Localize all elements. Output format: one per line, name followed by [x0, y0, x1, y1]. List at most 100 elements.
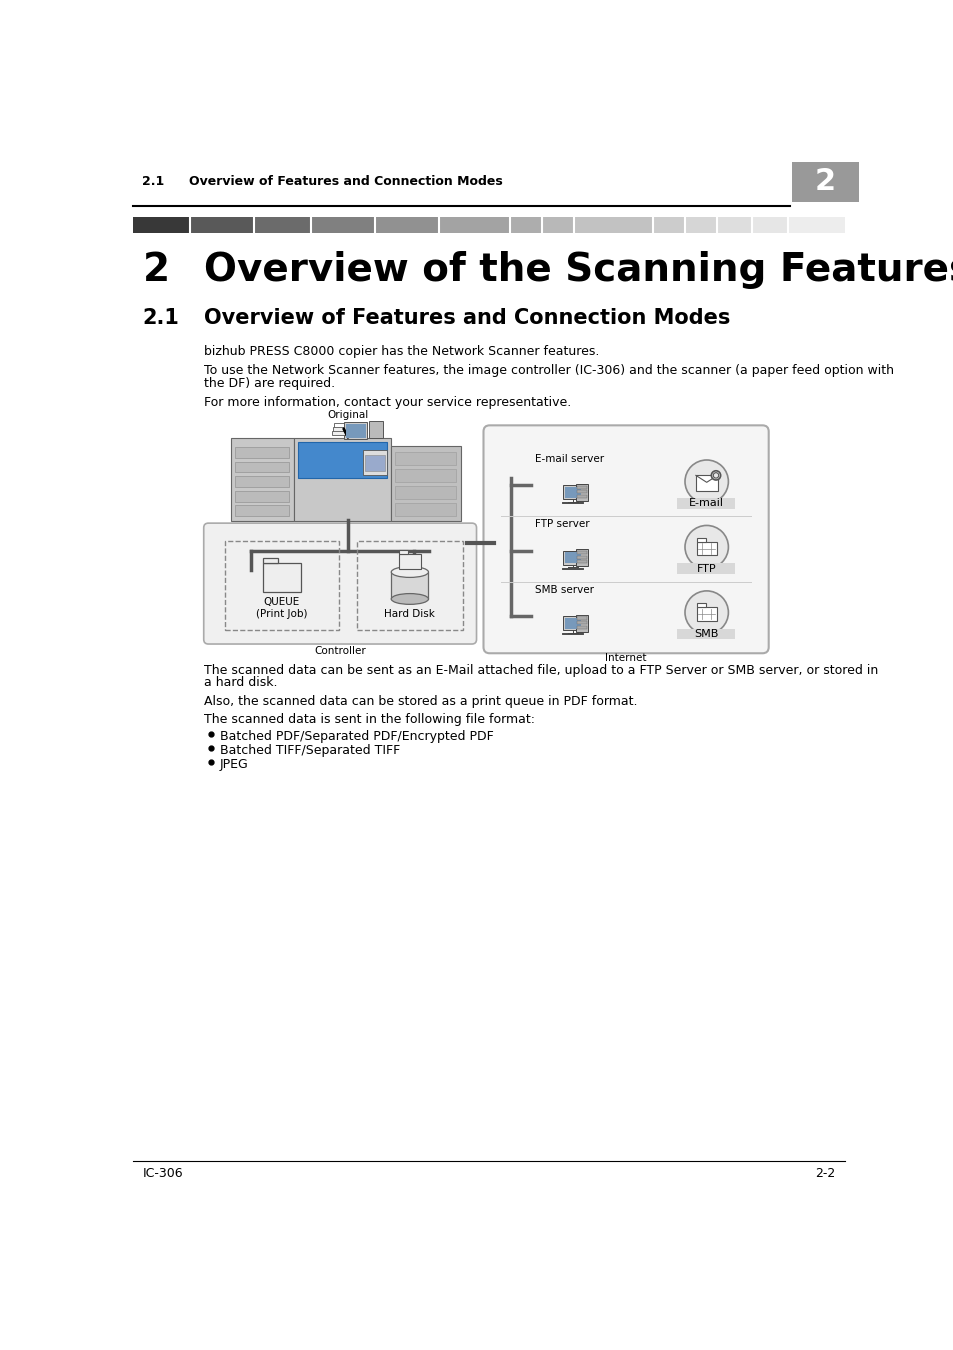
- Circle shape: [684, 460, 728, 504]
- FancyBboxPatch shape: [576, 549, 588, 566]
- FancyBboxPatch shape: [577, 495, 586, 498]
- FancyBboxPatch shape: [677, 629, 735, 640]
- FancyBboxPatch shape: [398, 549, 407, 553]
- FancyBboxPatch shape: [365, 455, 385, 471]
- FancyBboxPatch shape: [333, 427, 362, 432]
- FancyBboxPatch shape: [332, 431, 364, 435]
- Circle shape: [711, 471, 720, 481]
- FancyBboxPatch shape: [395, 504, 456, 516]
- Text: Also, the scanned data can be stored as a print queue in PDF format.: Also, the scanned data can be stored as …: [204, 695, 638, 707]
- FancyBboxPatch shape: [562, 551, 582, 564]
- FancyBboxPatch shape: [234, 505, 289, 516]
- Bar: [751, 217, 787, 232]
- FancyBboxPatch shape: [577, 490, 586, 493]
- Text: bizhub PRESS C8000 copier has the Network Scanner features.: bizhub PRESS C8000 copier has the Networ…: [204, 346, 599, 358]
- Text: FTP server: FTP server: [534, 520, 589, 529]
- Text: Hard Disk: Hard Disk: [384, 609, 435, 618]
- FancyBboxPatch shape: [577, 625, 586, 629]
- Text: E-mail server: E-mail server: [534, 454, 603, 464]
- Text: FTP: FTP: [696, 563, 716, 574]
- FancyBboxPatch shape: [391, 446, 460, 521]
- FancyBboxPatch shape: [204, 524, 477, 644]
- FancyBboxPatch shape: [696, 537, 705, 541]
- Bar: [253, 217, 311, 232]
- Bar: [375, 217, 438, 232]
- Bar: [716, 217, 751, 232]
- Text: Overview of Features and Connection Modes: Overview of Features and Connection Mode…: [204, 308, 730, 328]
- Text: IC-306: IC-306: [142, 1168, 183, 1180]
- FancyBboxPatch shape: [344, 423, 367, 439]
- FancyBboxPatch shape: [564, 552, 580, 563]
- FancyBboxPatch shape: [234, 462, 289, 472]
- Bar: [541, 217, 574, 232]
- FancyBboxPatch shape: [564, 487, 580, 498]
- FancyBboxPatch shape: [696, 603, 705, 608]
- Text: the DF) are required.: the DF) are required.: [204, 377, 335, 390]
- Ellipse shape: [391, 594, 428, 605]
- Text: SMB server: SMB server: [534, 585, 593, 595]
- FancyBboxPatch shape: [577, 551, 586, 554]
- Bar: [574, 217, 652, 232]
- FancyBboxPatch shape: [577, 621, 586, 624]
- FancyBboxPatch shape: [234, 491, 289, 502]
- Text: 2: 2: [814, 167, 835, 196]
- FancyBboxPatch shape: [562, 617, 582, 630]
- Text: Internet: Internet: [605, 653, 646, 663]
- Ellipse shape: [391, 567, 428, 578]
- Text: SMB: SMB: [694, 629, 718, 639]
- Text: The scanned data is sent in the following file format:: The scanned data is sent in the followin…: [204, 713, 535, 726]
- FancyBboxPatch shape: [398, 554, 420, 568]
- FancyBboxPatch shape: [362, 450, 387, 475]
- FancyBboxPatch shape: [483, 425, 768, 653]
- Text: 2.1: 2.1: [142, 174, 165, 188]
- FancyBboxPatch shape: [696, 608, 716, 621]
- Text: Original: Original: [327, 410, 368, 420]
- Text: Overview of the Scanning Features: Overview of the Scanning Features: [204, 251, 953, 289]
- FancyBboxPatch shape: [262, 563, 301, 593]
- Text: 2.1: 2.1: [142, 308, 179, 328]
- Text: a hard disk.: a hard disk.: [204, 676, 277, 690]
- FancyBboxPatch shape: [234, 447, 289, 458]
- FancyBboxPatch shape: [562, 486, 582, 500]
- FancyBboxPatch shape: [577, 560, 586, 563]
- Bar: [787, 217, 843, 232]
- Text: QUEUE
(Print Job): QUEUE (Print Job): [256, 597, 308, 618]
- Circle shape: [684, 525, 728, 568]
- Text: E-mail: E-mail: [688, 498, 723, 508]
- Bar: [190, 217, 253, 232]
- FancyBboxPatch shape: [791, 162, 858, 202]
- FancyBboxPatch shape: [576, 614, 588, 632]
- FancyBboxPatch shape: [677, 563, 735, 574]
- Text: Overview of Features and Connection Modes: Overview of Features and Connection Mode…: [189, 174, 502, 188]
- FancyBboxPatch shape: [395, 470, 456, 482]
- Bar: [133, 217, 190, 232]
- Text: Controller: Controller: [314, 645, 366, 656]
- Bar: [684, 217, 716, 232]
- FancyBboxPatch shape: [294, 439, 391, 521]
- FancyBboxPatch shape: [577, 486, 586, 489]
- FancyBboxPatch shape: [695, 475, 717, 491]
- Bar: [311, 217, 375, 232]
- Bar: [652, 217, 684, 232]
- FancyBboxPatch shape: [231, 439, 294, 521]
- FancyBboxPatch shape: [696, 541, 716, 555]
- Bar: [510, 217, 541, 232]
- FancyBboxPatch shape: [391, 572, 428, 599]
- FancyBboxPatch shape: [369, 421, 382, 437]
- Circle shape: [684, 591, 728, 634]
- Text: For more information, contact your service representative.: For more information, contact your servi…: [204, 397, 571, 409]
- FancyBboxPatch shape: [395, 486, 456, 500]
- FancyBboxPatch shape: [577, 556, 586, 559]
- FancyBboxPatch shape: [262, 558, 278, 563]
- FancyBboxPatch shape: [564, 618, 580, 629]
- FancyBboxPatch shape: [345, 424, 365, 437]
- Text: 2-2: 2-2: [814, 1168, 835, 1180]
- FancyBboxPatch shape: [234, 477, 289, 487]
- Text: JPEG: JPEG: [220, 757, 249, 771]
- Text: 2: 2: [142, 251, 170, 289]
- Text: Batched PDF/Separated PDF/Encrypted PDF: Batched PDF/Separated PDF/Encrypted PDF: [220, 730, 494, 744]
- FancyBboxPatch shape: [677, 498, 735, 509]
- Circle shape: [713, 472, 718, 478]
- FancyBboxPatch shape: [334, 423, 361, 428]
- FancyBboxPatch shape: [577, 617, 586, 620]
